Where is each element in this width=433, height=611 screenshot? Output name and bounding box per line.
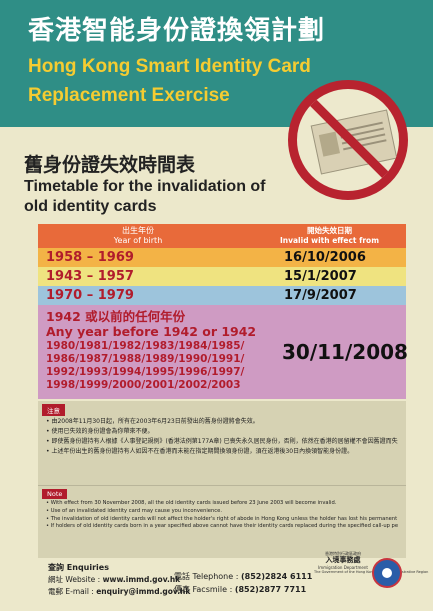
notes-en-label: Note [42,489,68,499]
notes-en-list: With effect from 30 November 2008, all t… [46,500,398,531]
telephone-line: 電話 Telephone : (852)2824 6111 [174,571,312,582]
fax-line: 傳真 Facsmile : (852)2877 7711 [174,584,306,595]
note-zh-item: 上述年份出生的舊身份證持有人如因不在香港而未能在指定期間換領身份證，須在返港後3… [46,447,398,457]
notes-en: Note With effect from 30 November 2008, … [38,485,406,558]
website-label: 網址 Website : [48,575,101,584]
table-row-last: 1942 或以前的任何年份 Any year before 1942 or 19… [38,305,408,399]
table-row: 1943 – 1957 15/1/2007 [38,267,406,286]
last-row-years-en: Any year before 1942 or 1942 [46,324,257,339]
row-years: 1943 – 1957 [46,269,134,284]
timetable-title-en-line2: old identity cards [24,198,157,215]
enquiries-title: 查詢 Enquiries [48,563,109,572]
row-date: 17/9/2007 [284,288,357,303]
row-years: 1970 – 1979 [46,288,134,303]
row-date: 15/1/2007 [284,269,357,284]
website-link[interactable]: www.immd.gov.hk [102,575,181,584]
telephone-number: (852)2824 6111 [240,572,313,581]
header-date-zh: 開始失效日期 [307,226,352,235]
header-year-zh: 出生年份 [122,226,154,235]
note-zh-item: 由2008年11月30日起，所有在2003年6月23日前發出的舊身份證將會失效。 [46,417,398,427]
notes-zh-list: 由2008年11月30日起，所有在2003年6月23日前發出的舊身份證將會失效。… [46,417,398,457]
last-row-heading: 1942 或以前的任何年份 Any year before 1942 or 19… [46,309,256,339]
note-en-item: Use of an invalidated identity card may … [46,508,398,516]
note-zh-item: 使用已失效的身份證會為你帶來不便。 [46,427,398,437]
header-date-col: 開始失效日期 Invalid with effect from [253,226,406,246]
note-zh-item: 即使舊身份證持有人根據《人事登記規例》(香港法例第177A章) 已喪失永久居民身… [46,437,398,447]
timetable-title-en-line1: Timetable for the invalidation of [24,178,266,195]
note-en-item: With effect from 30 November 2008, all t… [46,500,398,508]
no-old-id-card-icon [288,80,408,200]
email-link[interactable]: enquiry@immd.gov.hk [96,587,191,596]
department-block: 香港特別行政區政府 入境事務處 Immigration Department T… [314,551,429,575]
last-row-years-zh: 1942 或以前的任何年份 [46,309,186,324]
notes-zh: 注意 由2008年11月30日起，所有在2003年6月23日前發出的舊身份證將會… [38,401,406,485]
header-date-en: Invalid with effect from [279,236,380,245]
fax-number: (852)2877 7711 [234,585,307,594]
title-en-line2: Replacement Exercise [28,85,230,106]
title-en-line1: Hong Kong Smart Identity Card [28,56,311,77]
last-row-date: 30/11/2008 [282,340,408,364]
fax-label: 傳真 Facsmile : [174,585,233,594]
govt-en: The Government of the Hong Kong Special … [314,570,429,574]
table-header: 出生年份 Year of birth 開始失效日期 Invalid with e… [38,224,406,248]
email-label: 電郵 E-mail : [48,587,94,596]
table-row: 1970 – 1979 17/9/2007 [38,286,406,305]
email-line: 電郵 E-mail : enquiry@immd.gov.hk [48,586,190,597]
note-en-item: If holders of old identity cards born in… [46,523,398,531]
row-date: 16/10/2006 [284,250,366,265]
header-banner: 香港智能身份證換領計劃 Hong Kong Smart Identity Car… [0,0,433,127]
enquiries: 查詢 Enquiries 網址 Website : www.immd.gov.h… [38,562,406,602]
invalidation-timetable: 出生年份 Year of birth 開始失效日期 Invalid with e… [38,224,408,399]
immigration-emblem-icon [372,558,402,588]
telephone-label: 電話 Telephone : [174,572,239,581]
notes-zh-label: 注意 [42,404,65,416]
header-year-col: 出生年份 Year of birth [38,226,238,246]
department-name-zh: 入境事務處 [325,556,361,564]
govt-zh: 香港特別行政區政府 [325,551,361,556]
table-row: 1958 – 1969 16/10/2006 [38,248,406,267]
website-line: 網址 Website : www.immd.gov.hk [48,574,180,585]
department-name-en: Immigration Department [318,565,368,570]
note-en-item: The invalidation of old identity cards w… [46,516,398,524]
timetable-title-zh: 舊身份證失效時間表 [24,154,196,176]
header-year-en: Year of birth [113,236,163,245]
last-row-years-list: 1980/1981/1982/1983/1984/1985/ 1986/1987… [46,340,245,391]
title-zh: 香港智能身份證換領計劃 [28,16,326,46]
row-years: 1958 – 1969 [46,250,134,265]
card-photo [318,131,341,157]
